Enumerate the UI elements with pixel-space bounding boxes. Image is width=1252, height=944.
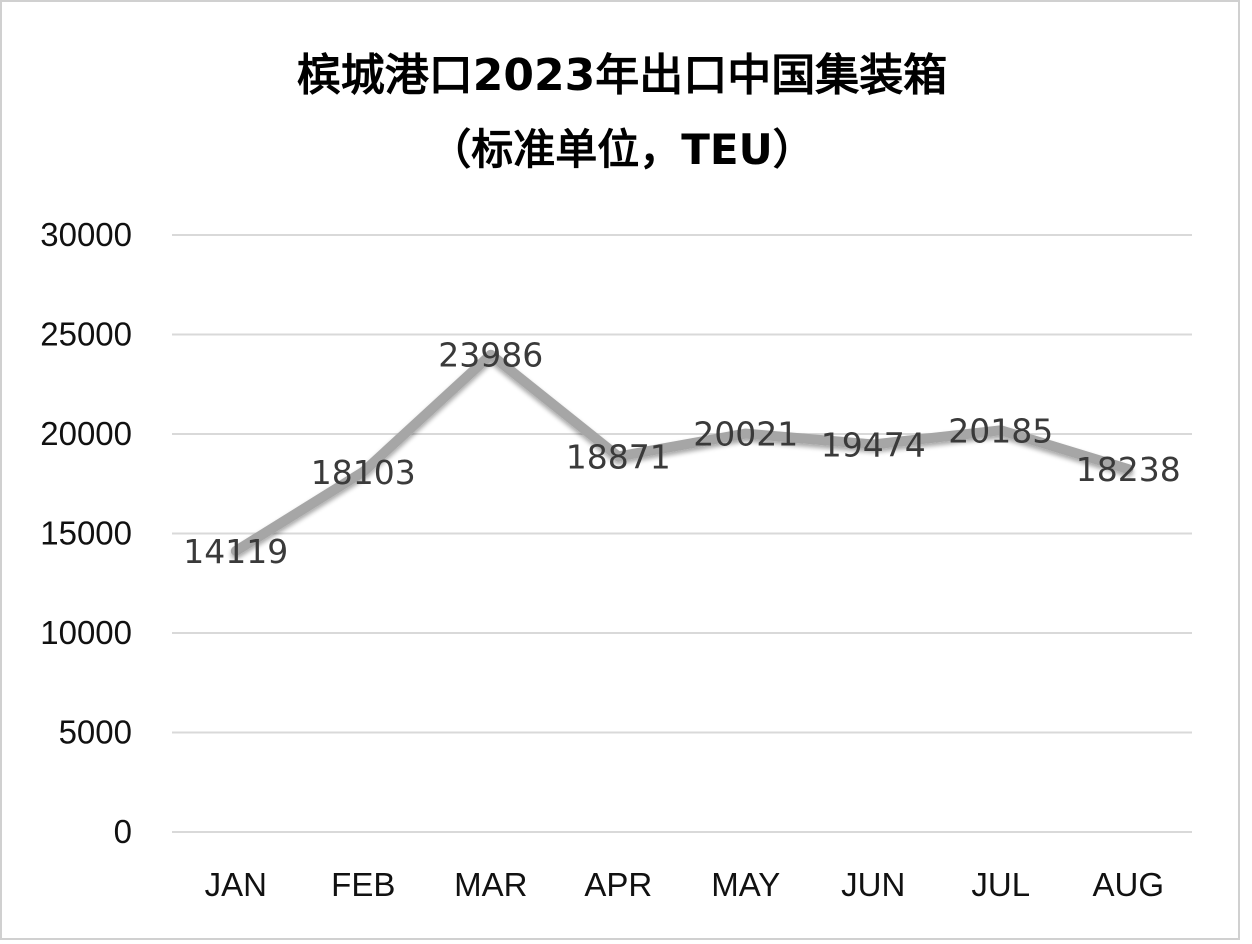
y-tick-label: 25000 (40, 316, 132, 353)
chart-subtitle: （标准单位，TEU） (429, 125, 815, 174)
x-tick-label: JAN (205, 866, 267, 903)
data-label: 20021 (693, 415, 798, 454)
series-line (230, 349, 1134, 556)
x-tick-label: JUL (971, 866, 1030, 903)
x-axis-tick-labels: JAN FEB MAR APR MAY JUN JUL AUG (205, 866, 1164, 903)
y-tick-label: 10000 (40, 614, 132, 651)
y-tick-label: 5000 (59, 714, 132, 751)
data-label: 18238 (1076, 450, 1181, 489)
data-label: 23986 (438, 336, 543, 375)
series-line-group (230, 349, 1134, 556)
chart-title: 槟城港口2023年出口中国集装箱 (296, 50, 948, 101)
data-labels: 14119 18103 23986 18871 20021 19474 20185 18238 (183, 336, 1180, 571)
data-label: 14119 (183, 532, 288, 571)
y-tick-label: 15000 (40, 515, 132, 552)
x-tick-label: FEB (331, 866, 395, 903)
y-tick-label: 0 (114, 813, 132, 850)
y-tick-label: 30000 (40, 216, 132, 253)
x-tick-label: AUG (1092, 866, 1164, 903)
data-label: 18103 (311, 453, 416, 492)
y-tick-label: 20000 (40, 415, 132, 452)
gridlines (172, 234, 1192, 833)
x-tick-label: JUN (841, 866, 905, 903)
data-label: 19474 (821, 425, 926, 464)
x-tick-label: MAR (454, 866, 527, 903)
x-tick-label: APR (584, 866, 652, 903)
x-tick-label: MAY (711, 866, 780, 903)
data-label: 18871 (566, 437, 671, 476)
data-label: 20185 (948, 411, 1053, 450)
y-axis-tick-labels: 0 5000 10000 15000 20000 25000 30000 (40, 216, 132, 850)
